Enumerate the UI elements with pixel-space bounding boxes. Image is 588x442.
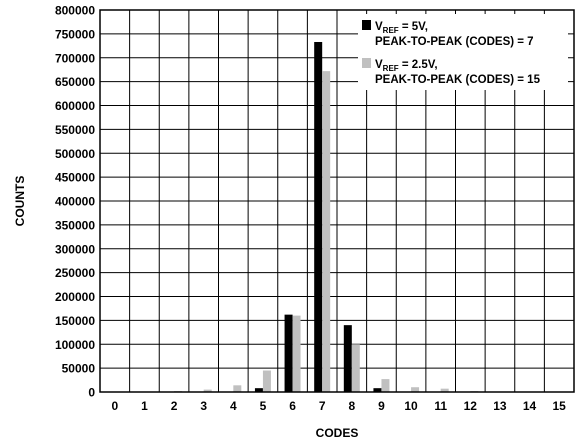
x-tick-label: 15 bbox=[553, 399, 567, 413]
x-axis-ticks: 0 1 2 3 4 5 6 7 8 9 10 11 12 13 14 15 bbox=[111, 399, 566, 413]
grid-lines bbox=[99, 9, 575, 393]
y-tick-label: 50000 bbox=[62, 362, 96, 376]
x-axis-title: CODES bbox=[316, 426, 359, 440]
bar-series-1-code-5 bbox=[254, 388, 263, 392]
y-axis-title: COUNTS bbox=[13, 176, 27, 227]
legend-label-line1: VREF = 5V, bbox=[375, 21, 428, 35]
y-tick-label: 600000 bbox=[55, 99, 95, 113]
x-tick-label: 9 bbox=[378, 399, 385, 413]
legend-label-line2: PEAK-TO-PEAK (CODES) = 15 bbox=[375, 74, 541, 86]
y-tick-label: 200000 bbox=[55, 290, 95, 304]
legend-label-line1: VREF = 2.5V, bbox=[375, 59, 438, 73]
y-tick-label: 150000 bbox=[55, 314, 95, 328]
x-tick-label: 5 bbox=[260, 399, 267, 413]
x-tick-label: 2 bbox=[171, 399, 178, 413]
bar-series-1-code-9 bbox=[373, 388, 382, 392]
y-tick-label: 100000 bbox=[55, 338, 95, 352]
bar-series-2-code-8 bbox=[351, 344, 360, 392]
y-tick-label: 450000 bbox=[55, 171, 95, 185]
bar-series-1-code-7 bbox=[314, 41, 323, 393]
x-tick-label: 4 bbox=[230, 399, 237, 413]
bar-series-2-code-10 bbox=[411, 387, 420, 392]
bar-series-2-code-3 bbox=[203, 389, 212, 392]
x-tick-label: 7 bbox=[319, 399, 326, 413]
legend-label-line2: PEAK-TO-PEAK (CODES) = 7 bbox=[375, 36, 534, 48]
legend: VREF = 5V,PEAK-TO-PEAK (CODES) = 7 VREF =… bbox=[358, 14, 568, 90]
legend-background bbox=[358, 14, 568, 90]
x-tick-label: 11 bbox=[434, 399, 447, 413]
bar-series-1-code-8 bbox=[343, 325, 352, 392]
bar-series-2-code-6 bbox=[292, 315, 301, 392]
y-tick-label: 550000 bbox=[55, 123, 95, 137]
x-tick-label: 8 bbox=[348, 399, 355, 413]
y-tick-label: 650000 bbox=[55, 75, 95, 89]
y-tick-label: 400000 bbox=[55, 195, 95, 209]
x-tick-label: 12 bbox=[464, 399, 478, 413]
bar-series-1-code-6 bbox=[284, 314, 293, 392]
bar-series-2-code-4 bbox=[233, 385, 242, 392]
y-tick-label: 700000 bbox=[55, 51, 95, 65]
y-tick-label: 800000 bbox=[55, 4, 95, 18]
bar-series-2-code-11 bbox=[440, 388, 449, 392]
y-tick-label: 350000 bbox=[55, 218, 95, 232]
legend-swatch bbox=[362, 58, 371, 68]
y-tick-label: 750000 bbox=[55, 27, 95, 41]
x-tick-label: 1 bbox=[141, 399, 148, 413]
x-tick-label: 13 bbox=[493, 399, 507, 413]
x-tick-label: 0 bbox=[111, 399, 118, 413]
legend-swatch bbox=[362, 20, 371, 30]
y-axis-ticks: 0 50000 100000 150000 200000 250000 300000 3500… bbox=[55, 4, 95, 400]
bar-series-2-code-9 bbox=[381, 379, 390, 392]
x-tick-label: 10 bbox=[404, 399, 418, 413]
x-tick-label: 14 bbox=[523, 399, 537, 413]
y-tick-label: 300000 bbox=[55, 242, 95, 256]
bar-series-2-code-7 bbox=[322, 71, 331, 393]
x-tick-label: 3 bbox=[200, 399, 207, 413]
plot-frame bbox=[99, 9, 575, 393]
x-tick-label: 6 bbox=[289, 399, 296, 413]
bar-series-2-code-5 bbox=[262, 370, 271, 392]
y-tick-label: 250000 bbox=[55, 266, 95, 280]
y-tick-label: 500000 bbox=[55, 147, 95, 161]
y-tick-label: 0 bbox=[88, 386, 95, 400]
